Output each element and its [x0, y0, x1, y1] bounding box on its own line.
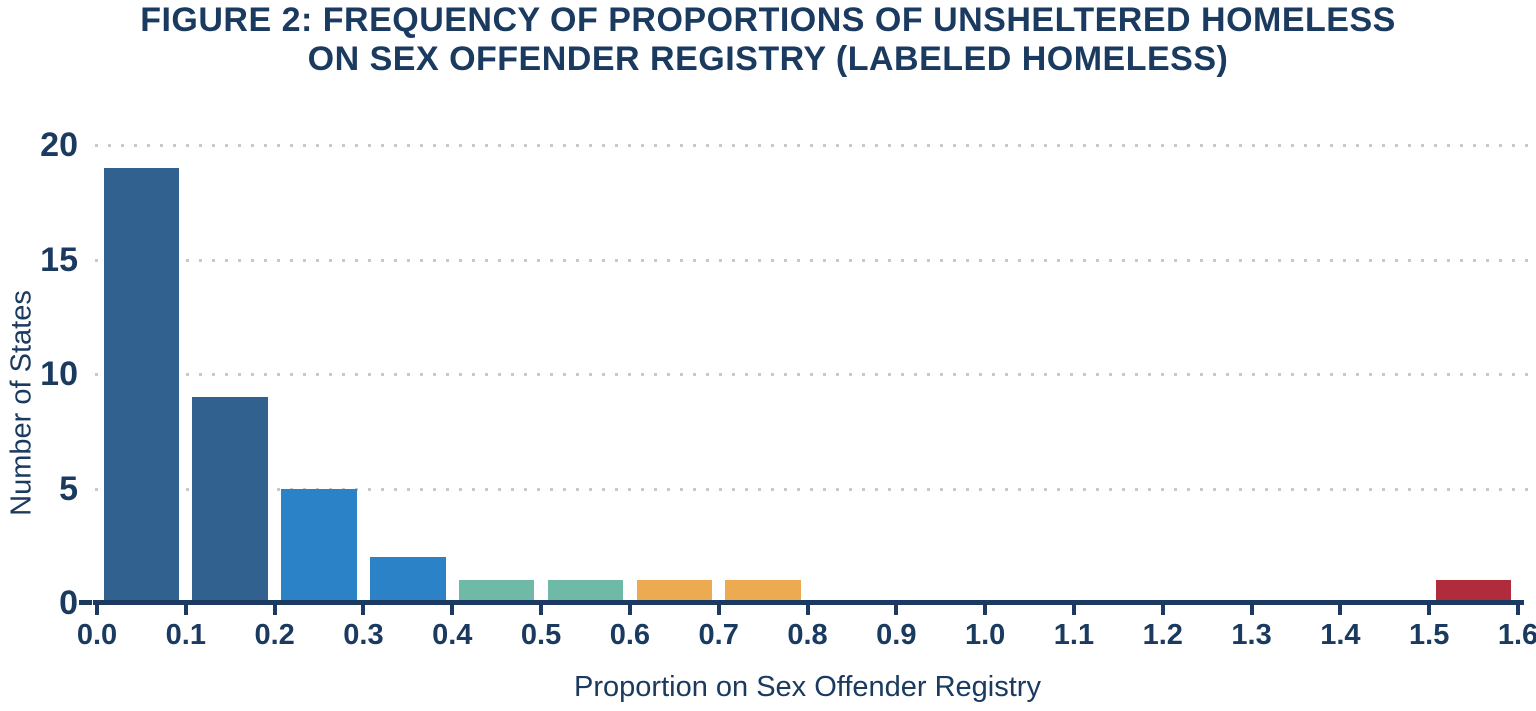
y-tick-label-10: 10 [40, 355, 78, 393]
x-tick-label-1.4: 1.4 [1320, 619, 1361, 651]
x-tick-0.0 [95, 603, 99, 615]
bar-0.4-0.5 [458, 580, 535, 603]
bar-0.5-0.6 [547, 580, 624, 603]
x-axis-line [93, 600, 1524, 605]
x-tick-0.8 [805, 603, 810, 615]
x-tick-label-1.6: 1.6 [1497, 619, 1536, 651]
gridline-y-20 [95, 144, 1528, 147]
x-tick-label-1.1: 1.1 [1053, 619, 1095, 651]
x-tick-label-0.1: 0.1 [165, 619, 206, 651]
x-tick-label-0.3: 0.3 [343, 619, 384, 651]
x-tick-0.4 [450, 603, 455, 615]
x-tick-0.5 [539, 603, 544, 615]
gridline-y-15 [95, 258, 1528, 262]
x-tick-label-0.5: 0.5 [520, 619, 562, 651]
chart-title-line2: ON SEX OFFENDER REGISTRY (LABELED HOMELE… [307, 40, 1229, 78]
y-tick-label-5: 5 [59, 469, 78, 508]
x-tick-1.5 [1427, 603, 1432, 615]
bar-0.7-0.8 [725, 580, 801, 603]
x-tick-1.0 [983, 603, 988, 615]
x-tick-label-0.4: 0.4 [432, 619, 473, 651]
y-tick-label-20: 20 [40, 126, 78, 164]
x-tick-0.3 [361, 603, 366, 615]
bar-0.2-0.3 [281, 488, 357, 603]
x-tick-label-0.0: 0.0 [76, 619, 118, 651]
x-tick-0.1 [183, 603, 188, 615]
x-tick-label-0.8: 0.8 [787, 619, 828, 651]
x-tick-1.1 [1071, 603, 1076, 615]
x-tick-1.6 [1516, 603, 1520, 615]
chart-title: FIGURE 2: FREQUENCY OF PROPORTIONS OF UN… [0, 1, 1536, 79]
x-tick-label-0.2: 0.2 [254, 619, 295, 651]
gridline-y-10 [95, 373, 1528, 376]
x-tick-label-0.7: 0.7 [698, 619, 739, 651]
x-tick-0.7 [716, 603, 721, 615]
x-tick-0.9 [894, 603, 899, 615]
gridline-y-5 [95, 487, 1528, 491]
x-tick-label-0.6: 0.6 [609, 619, 651, 651]
x-tick-0.2 [272, 603, 277, 615]
bar-1.5-1.6 [1435, 580, 1512, 603]
x-tick-label-1.5: 1.5 [1409, 619, 1450, 651]
chart-title-line1: FIGURE 2: FREQUENCY OF PROPORTIONS OF UN… [140, 1, 1396, 39]
y-tick-label-0: 0 [59, 584, 78, 622]
x-tick-0.6 [627, 603, 632, 615]
x-tick-label-1.2: 1.2 [1142, 619, 1183, 651]
y-tick-label-15: 15 [40, 240, 78, 279]
x-tick-label-1.0: 1.0 [964, 619, 1006, 651]
bar-0.0-0.1 [103, 167, 180, 603]
x-axis-title: Proportion on Sex Offender Registry [574, 671, 1041, 703]
x-tick-label-1.3: 1.3 [1231, 619, 1272, 651]
x-tick-1.4 [1338, 603, 1343, 615]
bar-0.3-0.4 [370, 557, 446, 603]
x-tick-1.2 [1160, 603, 1165, 615]
bar-0.6-0.7 [636, 580, 713, 603]
bar-0.1-0.2 [192, 396, 268, 603]
x-tick-1.3 [1249, 603, 1254, 615]
y-axis-zero-tick [79, 600, 92, 605]
x-tick-label-0.9: 0.9 [876, 619, 917, 651]
